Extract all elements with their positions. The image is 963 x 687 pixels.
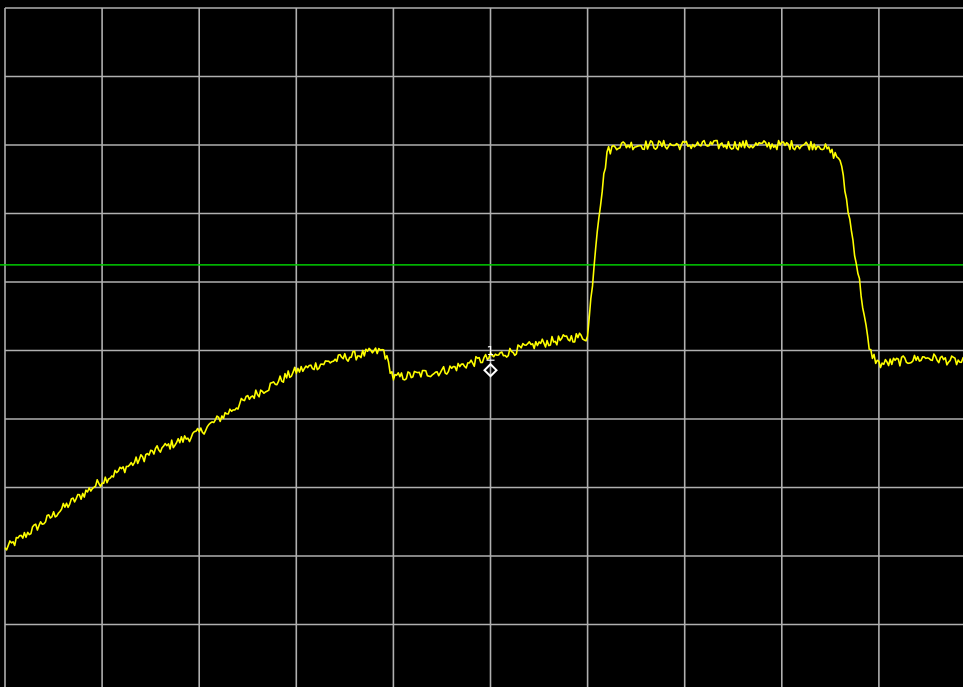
trace-line <box>4 139 963 551</box>
graticule <box>4 7 963 687</box>
trace-group <box>4 139 963 551</box>
marker-label: 1 <box>487 344 495 358</box>
marker-diamond-icon <box>483 362 498 378</box>
marker-group: 1 <box>483 344 498 378</box>
